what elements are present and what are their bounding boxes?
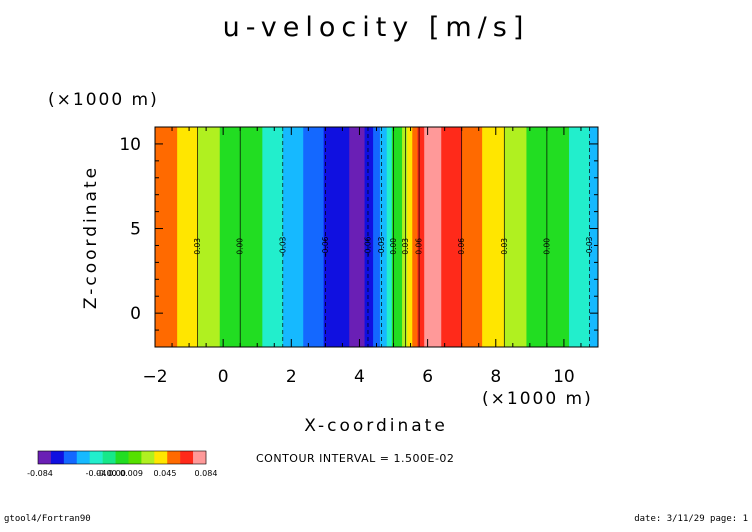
contour-label-9: 0.06	[457, 238, 466, 255]
colorbar-swatch-1	[50, 451, 65, 464]
field-band-3	[219, 127, 241, 347]
colorbar-swatch-10	[167, 451, 181, 464]
field-band-17	[407, 127, 413, 347]
field-band-21	[441, 127, 463, 347]
contour-label-0: 0.03	[193, 238, 202, 255]
x-tick-label: 6	[422, 367, 433, 387]
x-tick-label: 10	[553, 367, 575, 387]
contour-label-1: 0.00	[236, 238, 245, 255]
contour-label-11: 0.00	[542, 238, 551, 255]
colorbar-swatch-5	[102, 451, 116, 464]
x-axis-title: X-coordinate	[304, 416, 448, 436]
field-band-8	[323, 127, 350, 347]
colorbar-label-4: 0.009	[120, 469, 143, 478]
colorbar-frame	[37, 450, 207, 465]
field-band-11	[373, 127, 381, 347]
field-band-9	[349, 127, 366, 347]
field-band-2	[197, 127, 221, 347]
colorbar-swatch-2	[63, 451, 78, 464]
field-band-12	[379, 127, 388, 347]
colorbar-swatch-12	[193, 451, 207, 464]
colorbar-label-0: -0.084	[27, 469, 53, 478]
field-band-1	[177, 127, 199, 347]
field-band-7	[303, 127, 325, 347]
field-band-16	[402, 127, 408, 347]
colorbar-swatch-0	[38, 451, 52, 464]
colorbar-labels: -0.084 -0.04-0.000.000.009 0.045 0.084	[27, 469, 217, 478]
x-tick-label: 2	[286, 367, 297, 387]
field-bands	[155, 127, 599, 347]
x-axis: −2 0 2 4 6 8 10	[142, 127, 599, 387]
field-band-4	[240, 127, 263, 347]
y-tick-label: 10	[119, 135, 141, 155]
field-band-24	[504, 127, 527, 347]
x-tick-label: 0	[218, 367, 229, 387]
contour-label-3: -0.06	[321, 236, 330, 256]
field-band-14	[391, 127, 398, 347]
x-tick-label: 4	[354, 367, 365, 387]
field-band-26	[546, 127, 570, 347]
field-band-20	[424, 127, 442, 347]
contour-label-6: 0.00	[389, 238, 398, 255]
contour-label-4: -0.06	[363, 236, 372, 256]
field-band-5	[262, 127, 284, 347]
colorbar-label-1: -0.04	[86, 469, 107, 478]
colorbar	[37, 450, 207, 465]
colorbar-label-6: 0.084	[195, 469, 218, 478]
contour-label-10: 0.03	[500, 238, 509, 255]
colorbar-label-5: 0.045	[154, 469, 177, 478]
contour-label-7: 0.03	[401, 238, 410, 255]
contour-label-8: 0.06	[415, 238, 424, 255]
colorbar-label-2: -0.00	[96, 469, 117, 478]
field-band-27	[569, 127, 590, 347]
colorbar-swatch-6	[115, 451, 129, 464]
contour-label-12: -0.03	[585, 236, 594, 256]
y-tick-label: 0	[130, 304, 141, 324]
colorbar-swatch-7	[128, 451, 142, 464]
field-band-23	[482, 127, 505, 347]
x-tick-label: 8	[490, 367, 501, 387]
footer-date: date: 3/11/29 page: 1	[634, 514, 748, 524]
field-band-28	[589, 127, 599, 347]
colorbar-swatch-9	[154, 451, 168, 464]
field-band-15	[396, 127, 403, 347]
field-band-25	[526, 127, 548, 347]
y-axis: 0 5 10	[119, 126, 598, 348]
field-band-10	[364, 127, 374, 347]
field-band-0	[155, 127, 178, 347]
footer-program: gtool4/Fortran90	[4, 514, 91, 524]
field-band-6	[282, 127, 304, 347]
colorbar-swatch-4	[89, 451, 103, 464]
field-band-18	[412, 127, 418, 347]
y-unit-label: (×1000 m)	[48, 90, 159, 110]
contour-interval-note: CONTOUR INTERVAL = 1.500E-02	[256, 452, 454, 465]
y-axis-title: Z-coordinate	[81, 165, 101, 309]
contour-label-5: -0.03	[377, 236, 386, 256]
y-tick-label: 5	[130, 220, 141, 240]
field-band-19	[417, 127, 425, 347]
x-tick-label: −2	[142, 367, 167, 387]
colorbar-swatch-8	[141, 451, 155, 464]
contour-lines: 0.03 0.00 -0.03 -0.06 -0.06 -0.03 0.00 0.03 0.06…	[193, 127, 594, 347]
field-band-22	[461, 127, 483, 347]
chart-title: u-velocity [m/s]	[223, 12, 530, 43]
colorbar-label-3: 0.00	[108, 469, 126, 478]
x-unit-label: (×1000 m)	[482, 389, 593, 409]
colorbar-swatch-3	[76, 451, 90, 464]
field-band-13	[386, 127, 393, 347]
contour-label-2: -0.03	[278, 236, 287, 256]
colorbar-swatch-11	[180, 451, 194, 464]
